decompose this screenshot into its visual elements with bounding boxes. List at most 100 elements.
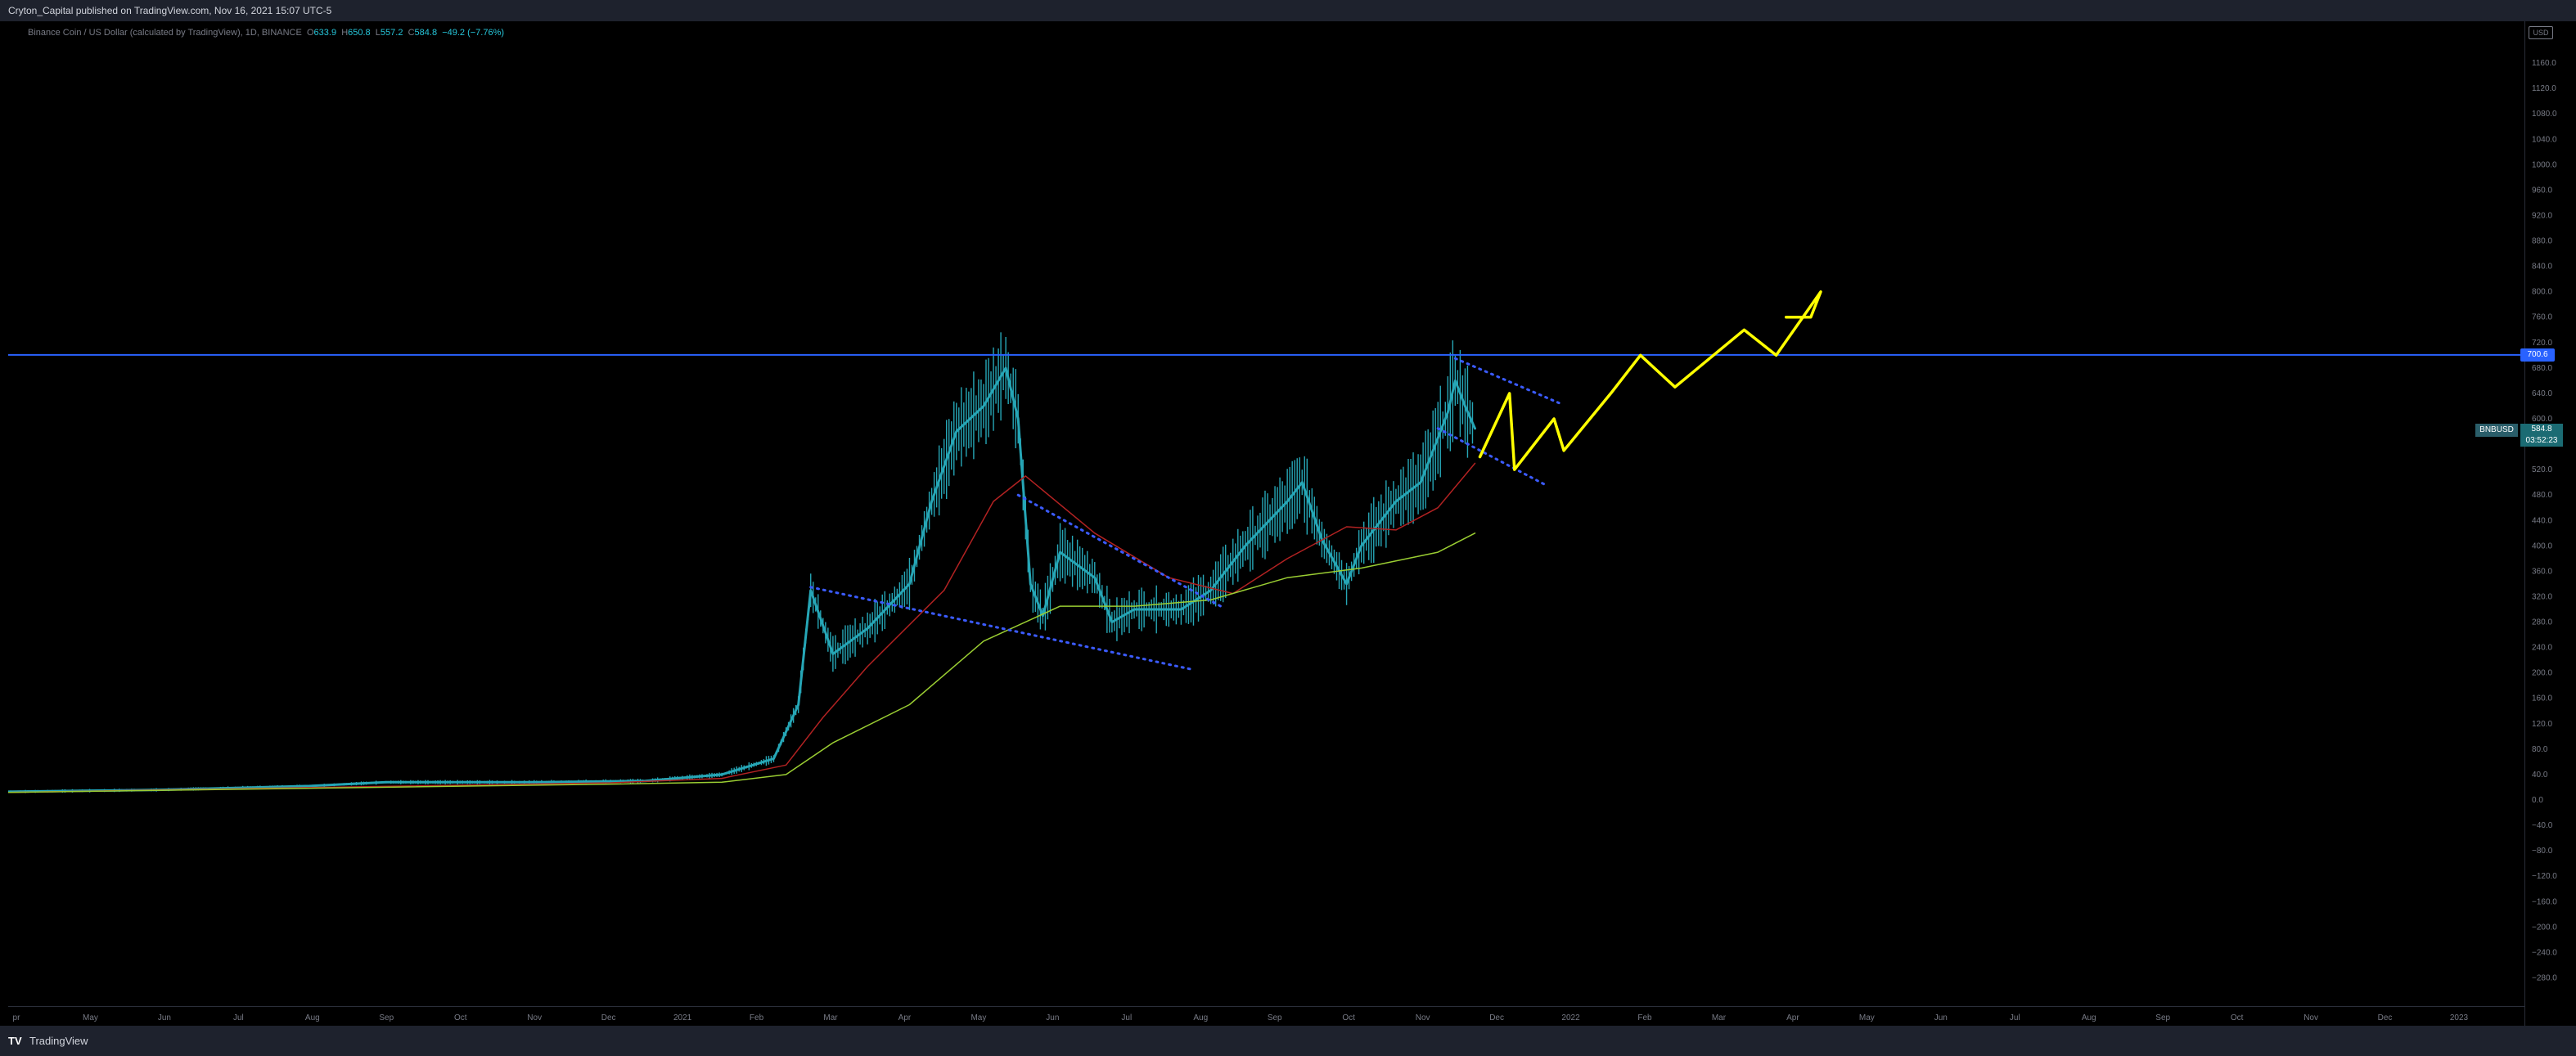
symbol-description: Binance Coin / US Dollar (calculated by …: [28, 28, 302, 38]
y-tick-label: 960.0: [2532, 186, 2552, 195]
publisher-text: Cryton_Capital published on TradingView.…: [8, 5, 332, 16]
low-value: 557.2: [380, 28, 403, 38]
x-tick-label: Mar: [1712, 1013, 1727, 1022]
y-tick-label: 200.0: [2532, 669, 2552, 678]
last-price-tag: 584.8 03:52:23: [2520, 424, 2563, 447]
y-tick-label: 480.0: [2532, 491, 2552, 500]
price-chart[interactable]: [8, 21, 2524, 1006]
y-tick-label: 400.0: [2532, 541, 2552, 550]
price-series-line: [8, 366, 1476, 793]
high-value: 650.8: [348, 28, 371, 38]
last-price-value: 584.8: [2531, 425, 2552, 434]
x-tick-label: Nov: [2304, 1013, 2318, 1022]
x-tick-label: Dec: [2378, 1013, 2393, 1022]
trendline: [1453, 357, 1560, 405]
y-tick-label: 640.0: [2532, 389, 2552, 398]
x-tick-label: Sep: [1268, 1013, 1282, 1022]
x-tick-label: Nov: [527, 1013, 542, 1022]
y-tick-label: −280.0: [2532, 973, 2557, 982]
x-tick-label: May: [971, 1013, 986, 1022]
currency-button[interactable]: USD: [2529, 26, 2553, 39]
x-tick-label: Jul: [1121, 1013, 1132, 1022]
close-label: C: [408, 28, 415, 38]
x-tick-label: Sep: [2155, 1013, 2170, 1022]
trendline: [809, 586, 1195, 672]
open-value: 633.9: [313, 28, 337, 38]
price-axis[interactable]: 1160.0 1120.0 1080.0 1040.0 1000.0 960.0 920.0…: [2524, 21, 2576, 1026]
low-label: L: [375, 28, 381, 38]
x-tick-label: Aug: [1193, 1013, 1208, 1022]
y-tick-label: 0.0: [2532, 796, 2543, 805]
y-tick-label: −200.0: [2532, 923, 2557, 932]
close-value: 584.8: [414, 28, 438, 38]
x-tick-label: Apr: [1786, 1013, 1799, 1022]
slow-moving-average-line: [8, 532, 1476, 793]
publisher-bar: Cryton_Capital published on TradingView.…: [0, 0, 2576, 21]
x-tick-label: Jul: [2010, 1013, 2020, 1022]
y-tick-label: 280.0: [2532, 618, 2552, 627]
x-tick-label: Oct: [2231, 1013, 2244, 1022]
symbol-tag: BNBUSD: [2475, 424, 2518, 437]
x-tick-label: Apr: [898, 1013, 912, 1022]
x-tick-label: Aug: [305, 1013, 320, 1022]
y-tick-label: 1120.0: [2532, 84, 2556, 93]
x-tick-label: Feb: [1637, 1013, 1652, 1022]
trendline: [1016, 493, 1223, 608]
y-tick-label: 440.0: [2532, 516, 2552, 525]
x-tick-label: Nov: [1416, 1013, 1430, 1022]
footer-brand: TradingView: [29, 1035, 88, 1047]
y-tick-label: −80.0: [2532, 847, 2553, 856]
y-tick-label: 40.0: [2532, 771, 2548, 780]
y-tick-label: 120.0: [2532, 720, 2552, 729]
y-tick-label: 720.0: [2532, 339, 2552, 348]
x-tick-label: May: [1859, 1013, 1875, 1022]
y-tick-label: 1000.0: [2532, 160, 2557, 169]
y-tick-label: −120.0: [2532, 872, 2557, 881]
y-tick-label: −240.0: [2532, 948, 2557, 957]
y-tick-label: 520.0: [2532, 465, 2552, 474]
tradingview-logo: TV: [8, 1035, 22, 1047]
open-label: O: [306, 28, 314, 38]
x-tick-label: 2021: [673, 1013, 692, 1022]
y-tick-label: 800.0: [2532, 288, 2552, 297]
x-tick-label: Jun: [1046, 1013, 1059, 1022]
x-tick-label: Jul: [233, 1013, 244, 1022]
time-axis[interactable]: pr May Jun Jul Aug Sep Oct Nov Dec 2021 Feb Mar Apr M…: [8, 1006, 2524, 1027]
change-value: −49.2 (−7.76%): [442, 28, 505, 38]
x-tick-label: Oct: [1342, 1013, 1355, 1022]
y-tick-label: 920.0: [2532, 211, 2552, 220]
symbol-legend: Binance Coin / US Dollar (calculated by …: [28, 28, 504, 38]
projection-drawing: [1478, 290, 1822, 471]
fast-moving-average-line: [8, 462, 1476, 793]
y-tick-label: −40.0: [2532, 821, 2553, 830]
footer-bar: TV TradingView: [0, 1026, 2576, 1056]
time-axis-ticks: pr May Jun Jul Aug Sep Oct Nov Dec 2021 Feb Mar Apr M…: [13, 1013, 2469, 1022]
countdown-value: 03:52:23: [2525, 436, 2558, 445]
x-tick-label: Jun: [1934, 1013, 1948, 1022]
x-tick-label: Jun: [158, 1013, 171, 1022]
trendline: [1436, 427, 1548, 487]
x-tick-label: Mar: [823, 1013, 838, 1022]
y-tick-label: 600.0: [2532, 415, 2552, 424]
x-tick-label: Feb: [750, 1013, 764, 1022]
y-tick-label: 680.0: [2532, 364, 2552, 373]
y-tick-label: 240.0: [2532, 644, 2552, 653]
y-tick-label: 1040.0: [2532, 135, 2557, 144]
x-tick-label: Oct: [454, 1013, 467, 1022]
chart-area[interactable]: [8, 21, 2524, 1026]
y-tick-label: 80.0: [2532, 745, 2548, 754]
y-tick-label: 360.0: [2532, 567, 2552, 576]
x-tick-label: 2023: [2450, 1013, 2469, 1022]
y-tick-label: 840.0: [2532, 263, 2552, 272]
high-label: H: [341, 28, 349, 38]
y-tick-label: −160.0: [2532, 897, 2557, 906]
y-tick-label: 320.0: [2532, 592, 2552, 601]
x-tick-label: pr: [13, 1013, 21, 1022]
price-axis-ticks: 1160.0 1120.0 1080.0 1040.0 1000.0 960.0 920.0…: [2532, 59, 2557, 982]
x-tick-label: Aug: [2082, 1013, 2096, 1022]
y-tick-label: 1160.0: [2532, 59, 2556, 68]
resistance-price-label: 700.6: [2520, 348, 2555, 362]
y-tick-label: 760.0: [2532, 313, 2552, 322]
x-tick-label: Dec: [1489, 1013, 1504, 1022]
y-tick-label: 160.0: [2532, 694, 2552, 703]
